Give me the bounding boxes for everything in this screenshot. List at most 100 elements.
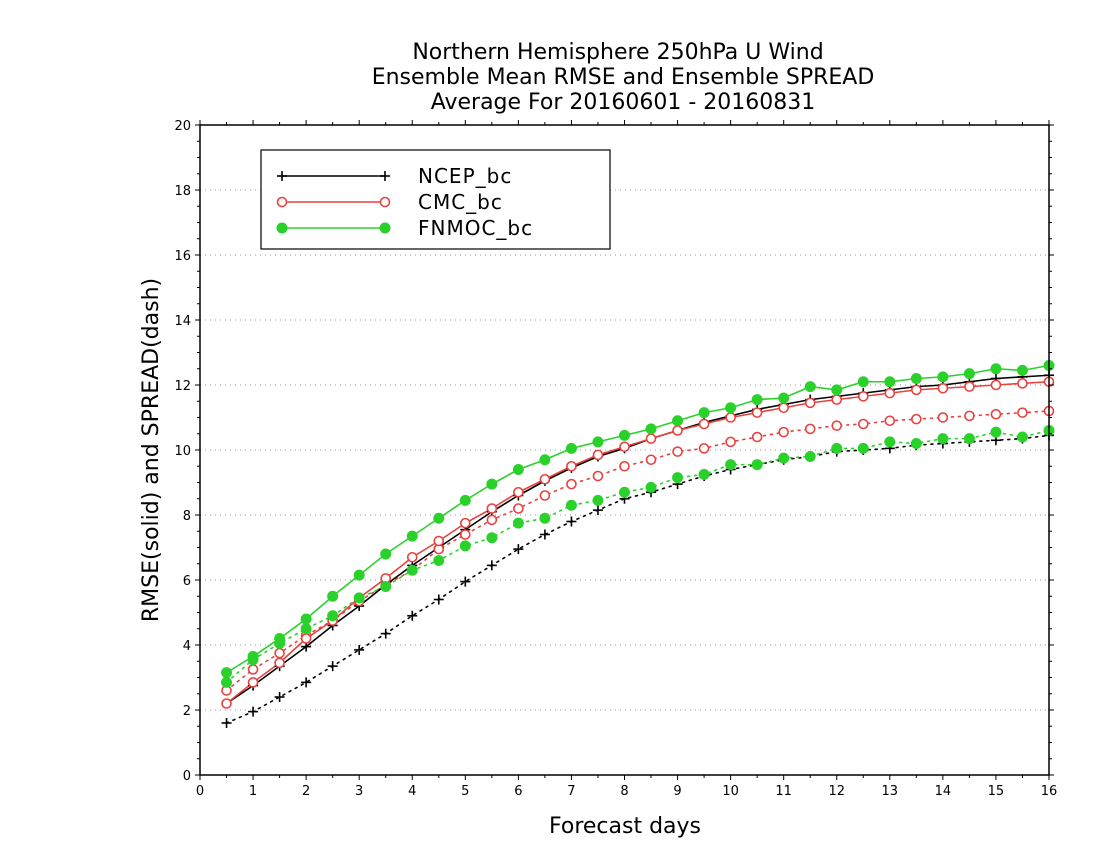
series-cmc-bc-rmse-point <box>247 677 259 688</box>
x-tick-label: 2 <box>302 784 310 799</box>
series-cmc-bc-spread-point <box>539 490 551 501</box>
series-fnmoc-bc-spread-point <box>619 486 630 498</box>
series-fnmoc-bc-spread-point <box>486 532 498 544</box>
y-tick-label: 16 <box>174 249 191 264</box>
series-fnmoc-bc-rmse-point <box>698 407 710 419</box>
legend-marker-fnmoc-bc-right <box>379 222 391 234</box>
series-fnmoc-bc-spread-point <box>751 459 763 471</box>
series-cmc-bc-rmse-point <box>513 486 524 498</box>
legend-label-ncep-bc: NCEP_bc <box>418 164 512 188</box>
series-fnmoc-bc-rmse-point <box>910 373 922 384</box>
series-cmc-bc-rmse-point <box>592 449 604 461</box>
series-cmc-bc-spread-point <box>831 420 843 431</box>
x-tick-label: 14 <box>935 784 952 799</box>
series-cmc-bc-spread-point <box>592 470 604 482</box>
y-tick-label: 14 <box>174 314 191 329</box>
series-ncep-bc-spread-point <box>380 628 391 639</box>
series-cmc-bc-rmse-point <box>911 384 922 396</box>
series-fnmoc-bc-spread-point <box>1016 431 1028 443</box>
series-ncep-bc-spread-point <box>513 544 524 555</box>
series-cmc-bc-rmse-point <box>221 698 232 709</box>
series-cmc-bc-rmse-point <box>698 418 710 430</box>
y-tick-label: 10 <box>174 444 191 459</box>
series-cmc-bc-rmse-point <box>619 441 630 453</box>
x-tick-label: 12 <box>828 784 845 799</box>
x-tick-label: 13 <box>882 784 899 799</box>
series-cmc-bc-spread-point <box>751 431 763 443</box>
series-fnmoc-bc-spread-point <box>380 581 392 592</box>
y-tick-label: 4 <box>183 639 191 654</box>
legend-marker-ncep-bc-right <box>380 171 390 181</box>
series-fnmoc-bc-spread-point <box>725 459 737 471</box>
series-fnmoc-bc-spread-point <box>300 623 312 635</box>
series-fnmoc-bc-spread-point <box>459 540 471 552</box>
series-ncep-bc-spread-point <box>221 718 232 728</box>
series-cmc-bc-spread-point <box>1017 407 1028 418</box>
x-tick-label: 7 <box>567 784 575 799</box>
series-cmc-bc-rmse-point <box>539 473 551 485</box>
series-fnmoc-bc-rmse-point <box>274 633 286 644</box>
series-ncep-bc-spread-point <box>274 692 285 702</box>
x-tick-label: 0 <box>196 784 204 799</box>
series-cmc-bc-rmse-point <box>831 394 843 405</box>
x-tick-label: 3 <box>355 784 363 799</box>
series-cmc-bc-rmse-point <box>778 402 789 414</box>
y-tick-label: 18 <box>174 184 191 199</box>
series-cmc-bc-rmse-point <box>857 391 869 402</box>
series-cmc-bc-spread-line <box>225 410 1050 692</box>
legend-box <box>260 149 611 250</box>
series-cmc-bc-spread-point <box>804 423 816 435</box>
series-fnmoc-bc-spread-point <box>592 494 604 506</box>
y-tick-label: 6 <box>183 574 191 589</box>
x-tick-label: 5 <box>461 784 469 799</box>
series-fnmoc-bc-spread-point <box>857 442 869 454</box>
series-cmc-bc-spread-point <box>619 460 630 472</box>
series-fnmoc-bc-rmse-point <box>327 590 339 602</box>
series-cmc-bc-rmse-point <box>884 387 896 399</box>
series-fnmoc-bc-rmse-point <box>725 402 737 414</box>
series-fnmoc-bc-rmse-point <box>1016 364 1028 376</box>
chart-title-line-2: Ensemble Mean RMSE and Ensemble SPREAD <box>372 65 875 90</box>
series-cmc-bc-rmse-point <box>804 397 816 409</box>
x-tick-label: 15 <box>988 784 1005 799</box>
series-fnmoc-bc-spread-point <box>804 451 816 462</box>
series-fnmoc-bc-rmse-point <box>778 392 790 404</box>
y-axis-label: RMSE(solid) and SPREAD(dash) <box>139 278 164 622</box>
series-cmc-bc-spread-point <box>460 529 471 540</box>
series-fnmoc-bc-rmse-point <box>751 394 763 406</box>
series-fnmoc-bc-spread-point <box>990 426 1002 438</box>
x-tick-label: 1 <box>249 784 257 799</box>
series-fnmoc-bc-rmse-point <box>539 454 551 466</box>
legend-marker-ncep-bc-left <box>277 171 287 181</box>
y-tick-label: 20 <box>174 119 191 134</box>
y-tick-label: 2 <box>183 704 191 719</box>
series-fnmoc-bc-rmse-point <box>406 530 418 542</box>
series-fnmoc-bc-spread-point <box>963 433 975 445</box>
series-cmc-bc-spread-point <box>513 503 524 514</box>
series-cmc-bc-spread-point <box>274 647 285 659</box>
series-fnmoc-bc-rmse-point <box>486 478 498 490</box>
series-fnmoc-bc-spread-point <box>327 610 339 622</box>
x-tick-label: 4 <box>408 784 416 799</box>
series-ncep-bc-spread-point <box>592 505 603 516</box>
series-fnmoc-bc-spread-point <box>353 592 365 604</box>
x-tick-label: 6 <box>514 784 522 799</box>
series-layer <box>221 360 1055 728</box>
series-cmc-bc-spread-point <box>911 413 922 425</box>
series-cmc-bc-rmse-point <box>645 433 657 444</box>
series-ncep-bc-spread-point <box>539 529 550 540</box>
series-fnmoc-bc-rmse-point <box>619 429 630 441</box>
series-fnmoc-bc-rmse-point <box>645 423 657 435</box>
series-cmc-bc-spread-point <box>937 412 949 423</box>
legend-marker-cmc-bc-left <box>276 196 288 208</box>
series-cmc-bc-spread-point <box>247 664 259 675</box>
series-cmc-bc-spread-point <box>645 454 657 466</box>
legend-marker-fnmoc-bc-left <box>276 222 288 234</box>
series-cmc-bc-rmse-point <box>433 535 445 547</box>
series-fnmoc-bc-spread-point <box>778 452 790 464</box>
series-fnmoc-bc-spread-point <box>937 433 949 445</box>
y-tick-label: 8 <box>183 509 191 524</box>
